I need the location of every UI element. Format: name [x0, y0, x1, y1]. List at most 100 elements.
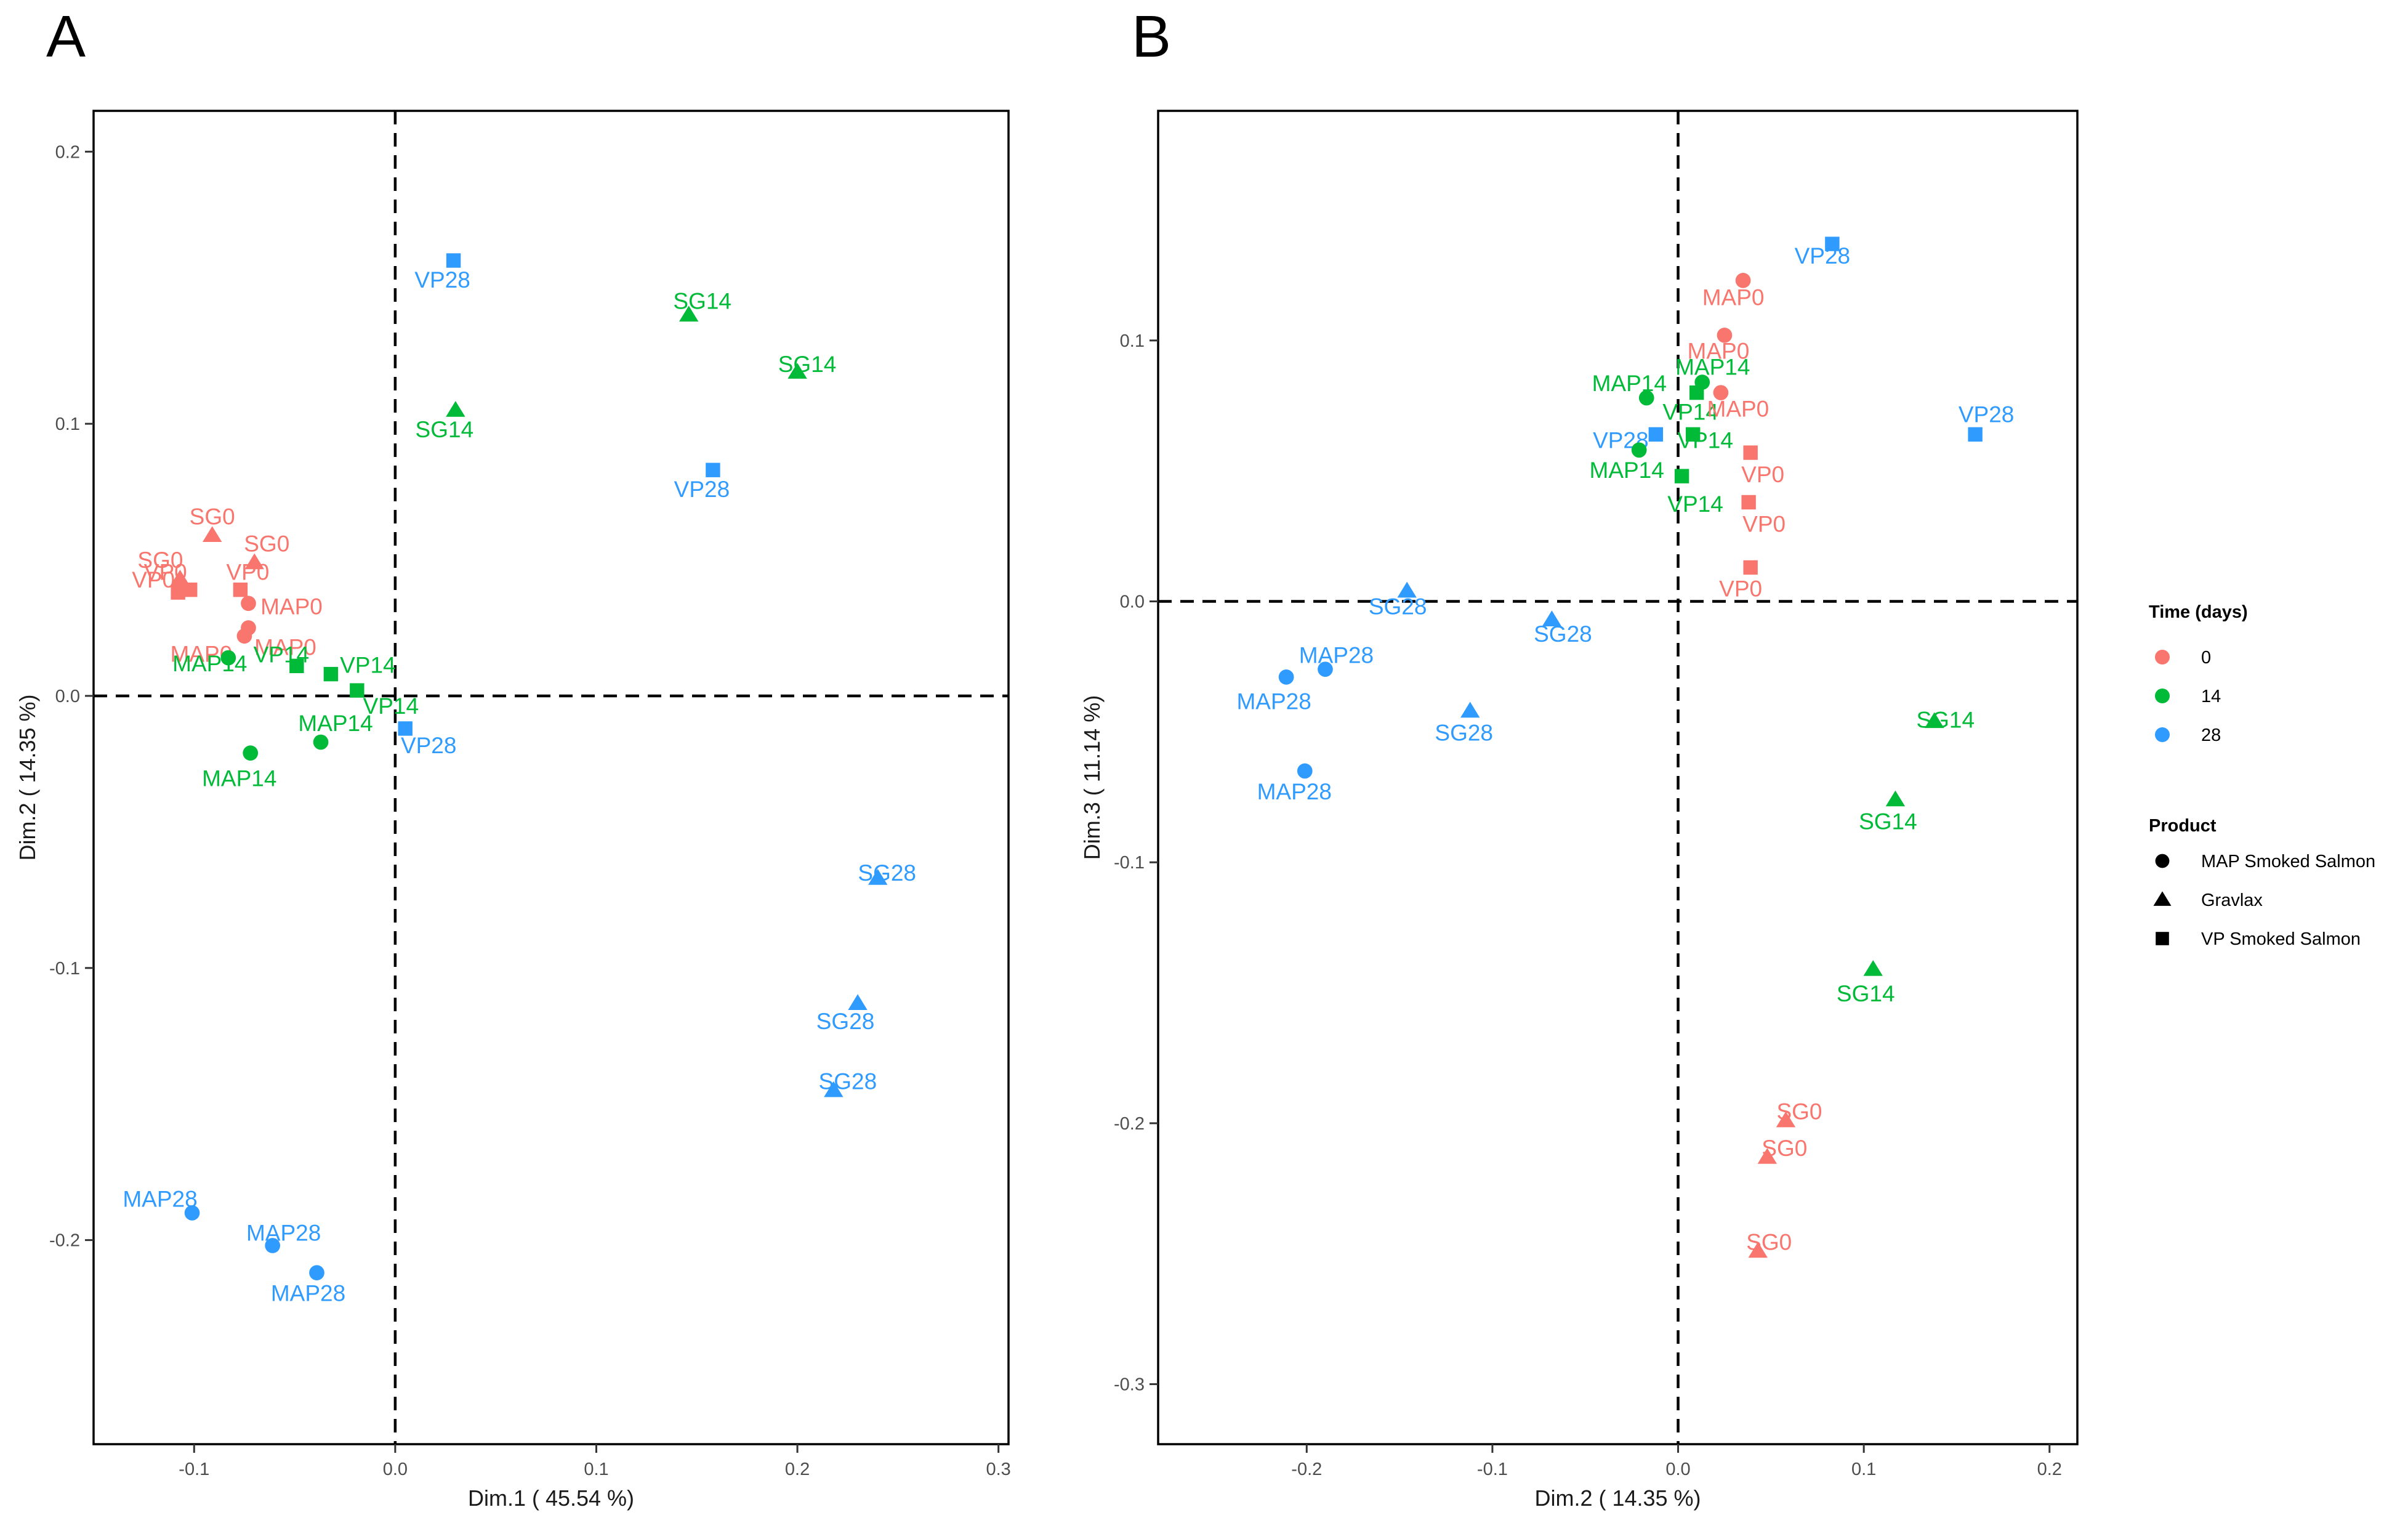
data-point [171, 585, 185, 600]
data-point [1743, 445, 1758, 460]
data-point [1717, 328, 1733, 343]
data-point [220, 650, 236, 666]
legend-product-swatch [2153, 891, 2172, 906]
point-label: SG14 [1916, 707, 1975, 732]
data-point [398, 721, 413, 736]
point-label: VP0 [132, 567, 175, 592]
point-label: MAP28 [1257, 779, 1332, 804]
x-tick-label: -0.1 [179, 1460, 209, 1479]
point-label: MAP0 [1702, 285, 1765, 310]
point-label: VP28 [1795, 243, 1851, 269]
point-label: VP28 [1959, 402, 2015, 427]
data-point [289, 658, 304, 674]
panel-letter-b: B [1132, 4, 1171, 70]
point-label: MAP0 [1707, 397, 1770, 422]
data-point [184, 1205, 200, 1221]
data-point [1674, 469, 1689, 483]
data-point [1460, 701, 1480, 718]
point-label: SG14 [778, 352, 837, 377]
legend-time-label: 14 [2201, 687, 2221, 706]
y-axis-title: Dim.3 ( 11.14 %) [1079, 695, 1105, 860]
point-label: MAP28 [123, 1186, 197, 1211]
x-tick-label: 0.2 [785, 1460, 810, 1479]
plot-frame [92, 110, 1010, 1445]
x-axis-title: Dim.1 ( 45.54 %) [468, 1485, 634, 1511]
y-tick-label: -0.1 [1114, 853, 1145, 873]
data-point [1757, 1148, 1777, 1164]
data-point [1631, 442, 1647, 458]
data-point [183, 582, 198, 597]
data-point [1648, 427, 1664, 442]
x-axis-title: Dim.2 ( 14.35 %) [1534, 1485, 1701, 1511]
data-point [679, 305, 699, 322]
y-tick-label: -0.2 [1114, 1114, 1145, 1134]
point-label: VP0 [1742, 512, 1786, 537]
x-tick-label: 0.1 [1851, 1460, 1876, 1479]
point-label: MAP28 [1236, 689, 1311, 714]
y-tick-label: 0.0 [55, 687, 80, 706]
data-point [313, 734, 329, 750]
point-label: SG14 [416, 417, 474, 442]
data-point [1863, 960, 1883, 976]
legend-product-swatch [2156, 932, 2169, 945]
data-point [824, 1081, 844, 1097]
data-point [1885, 790, 1906, 807]
legend-time-swatch [2155, 650, 2170, 665]
data-point [1638, 390, 1654, 406]
point-label: SG28 [1435, 720, 1493, 745]
point-label: VP14 [363, 693, 419, 719]
panel-b-scatter: -0.2 -0.1 0.0 0.1 0.2 -0.3 -0.2 -0.1 0.0 0.1 Dim.2… [1079, 110, 2079, 1511]
point-label: VP14 [1677, 427, 1733, 453]
y-tick-label: -0.3 [1114, 1375, 1145, 1395]
data-point [202, 526, 222, 543]
data-point [1542, 610, 1562, 626]
point-label: VP14 [254, 642, 310, 667]
data-point [1741, 495, 1756, 510]
data-point [241, 596, 256, 612]
point-label: VP14 [1662, 400, 1718, 425]
legend-product-label: VP Smoked Salmon [2201, 929, 2361, 949]
point-label: MAP14 [172, 651, 247, 676]
data-point [1748, 1242, 1768, 1258]
point-label: VP0 [144, 560, 187, 585]
point-label: VP14 [340, 653, 396, 678]
data-point [309, 1265, 324, 1280]
data-point [706, 463, 720, 477]
point-label: SG0 [244, 531, 289, 556]
x-tick-label: -0.1 [1477, 1460, 1508, 1479]
data-point [1968, 427, 1983, 442]
data-point [233, 582, 248, 597]
data-point [1297, 763, 1313, 779]
point-label: SG28 [1369, 594, 1427, 620]
point-label: VP14 [1667, 491, 1723, 517]
legend-product-title: Product [2149, 816, 2217, 836]
point-label: MAP0 [254, 634, 316, 660]
legend-time-label: 28 [2201, 725, 2221, 745]
legend-time-title: Time (days) [2149, 602, 2248, 622]
data-point [1685, 427, 1701, 442]
panel-a-scatter: -0.1 0.0 0.1 0.2 0.3 -0.2 -0.1 0.0 0.1 0.2 Dim.1 (… [15, 110, 1011, 1511]
point-label: SG28 [816, 1009, 875, 1034]
data-point [1397, 581, 1417, 598]
point-label: MAP14 [1675, 355, 1750, 380]
point-label: VP28 [401, 733, 457, 758]
point-label: VP0 [1741, 462, 1784, 487]
data-point [1318, 661, 1333, 677]
point-label: SG0 [1776, 1099, 1822, 1125]
point-label: VP0 [226, 560, 269, 585]
x-tick-label: 0.1 [584, 1460, 608, 1479]
point-label: MAP14 [298, 711, 372, 736]
data-point [265, 1238, 281, 1253]
point-label: MAP14 [202, 766, 276, 791]
data-point [1776, 1111, 1796, 1128]
data-point [323, 666, 339, 682]
y-tick-label: -0.2 [49, 1231, 80, 1251]
y-axis-title: Dim.2 ( 14.35 %) [15, 694, 40, 860]
point-label: MAP14 [1590, 458, 1664, 483]
x-tick-label: 0.3 [986, 1460, 1011, 1479]
data-point [446, 253, 461, 268]
data-point [1278, 669, 1294, 685]
y-tick-label: 0.2 [55, 142, 80, 162]
point-label: SG28 [819, 1069, 877, 1094]
